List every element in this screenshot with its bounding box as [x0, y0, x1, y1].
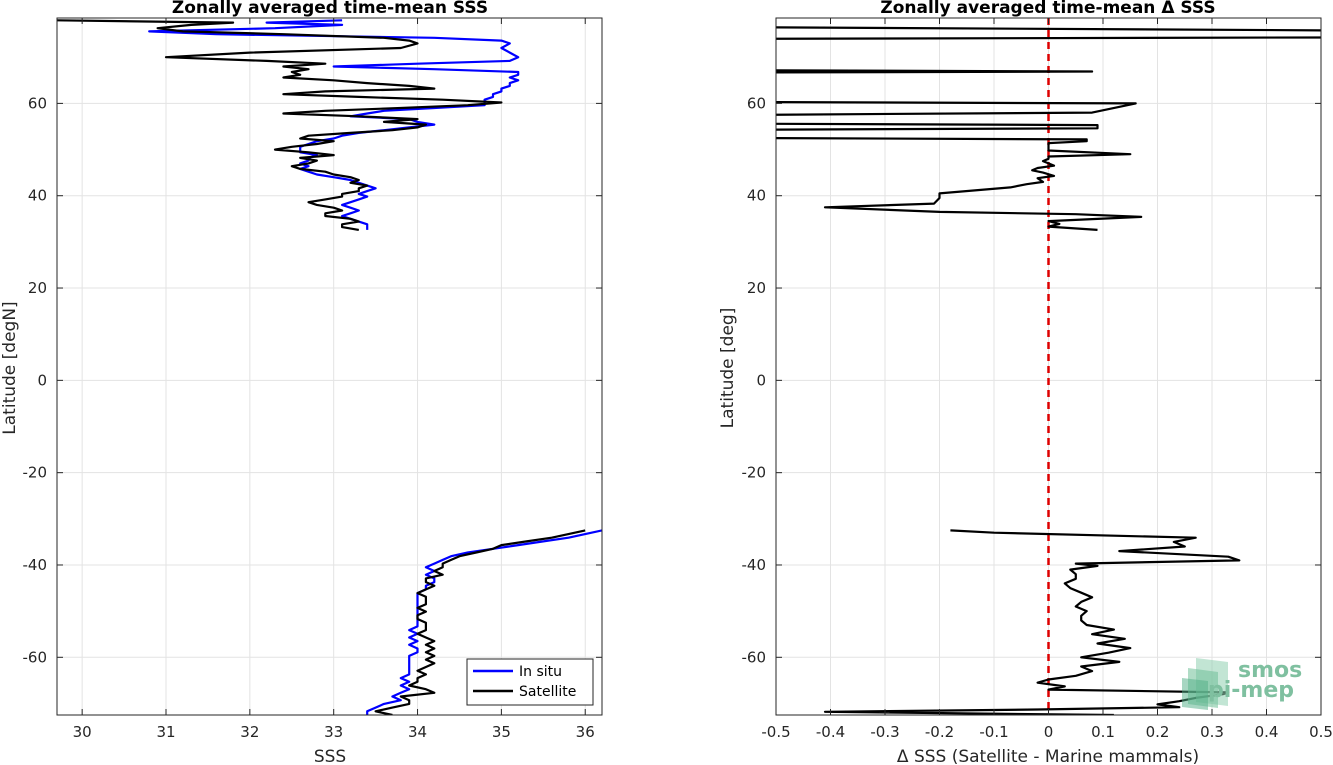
left-y-tick-label: -60: [23, 648, 48, 666]
legend-label-satellite: Satellite: [519, 684, 576, 700]
left-x-tick-label: 30: [73, 723, 92, 741]
right-x-tick-label: 0.4: [1255, 723, 1279, 741]
left-series: [57, 19, 602, 715]
left-x-axis-label: SSS: [314, 747, 346, 765]
left-series-satellite-segment-0: [57, 19, 503, 231]
left-x-tick-label: 35: [492, 723, 511, 741]
left-axes-background: [57, 18, 602, 715]
left-x-tick-label: 34: [408, 723, 427, 741]
left-grid: [57, 18, 602, 715]
legend-box: [466, 658, 594, 706]
left-x-tick-label: 36: [576, 723, 595, 741]
right-x-tick-label: -0.2: [925, 723, 954, 741]
logo-text-line2: pi-mep: [1208, 678, 1294, 703]
legend-label-in-situ: In situ: [519, 664, 562, 680]
left-x-tick-label: 32: [240, 723, 259, 741]
right-x-tick-label: 0.5: [1309, 723, 1333, 741]
right-x-tick-label: -0.4: [816, 723, 845, 741]
right-x-tick-label: -0.3: [870, 723, 899, 741]
right-y-tick-label: 40: [747, 187, 766, 205]
left-ticks: 30 31 32 33 34 35 36 -60 -40 -20 0 20 40 60: [23, 18, 602, 741]
left-axes-frame: [56, 17, 603, 716]
right-x-tick-label: -0.1: [979, 723, 1008, 741]
right-ticks: -0.5 -0.4 -0.3 -0.2 -0.1 0 0.1 0.2 0.3 0.4 0.5 -60 -…: [742, 18, 1333, 741]
left-x-tick-label: 33: [324, 723, 343, 741]
right-x-tick-label: -0.5: [761, 723, 790, 741]
right-x-tick-label: 0.3: [1200, 723, 1224, 741]
left-y-tick-label: -20: [23, 464, 48, 482]
logo-text-line1: smos: [1238, 658, 1302, 683]
left-y-tick-label: 60: [28, 94, 47, 112]
left-x-tick-label: 31: [156, 723, 175, 741]
left-y-tick-label: -40: [23, 556, 48, 574]
right-y-tick-label: 0: [756, 371, 766, 389]
right-y-tick-label: 20: [747, 279, 766, 297]
right-y-tick-label: -40: [742, 556, 767, 574]
logo-shape-front: [1182, 678, 1208, 710]
smos-pi-mep-logo: smos pi-mep: [1182, 658, 1302, 710]
left-y-axis-label: Latitude [degN]: [0, 301, 20, 434]
left-panel: 30 31 32 33 34 35 36 -60 -40 -20 0 20 40 60 Zonally a…: [0, 0, 603, 765]
legend: In situ Satellite: [466, 658, 594, 706]
right-series-series-segment-0: [776, 26, 1321, 231]
left-series-in-situ-segment-1: [366, 529, 602, 715]
left-chart-title: Zonally averaged time-mean SSS: [172, 0, 488, 18]
right-chart-title: Zonally averaged time-mean Δ SSS: [880, 0, 1215, 18]
right-x-tick-label: 0.2: [1146, 723, 1170, 741]
right-y-tick-label: -20: [742, 464, 767, 482]
left-y-tick-label: 40: [28, 187, 47, 205]
left-y-tick-label: 0: [37, 371, 47, 389]
right-y-tick-label: -60: [742, 648, 767, 666]
right-x-tick-label: 0.1: [1091, 723, 1115, 741]
right-y-tick-label: 60: [747, 94, 766, 112]
right-y-axis-label: Latitude [deg]: [718, 308, 738, 429]
right-x-tick-label: 0: [1044, 723, 1054, 741]
left-y-tick-label: 20: [28, 279, 47, 297]
right-panel: -0.5 -0.4 -0.3 -0.2 -0.1 0 0.1 0.2 0.3 0.4 0.5 -60 -…: [718, 0, 1333, 765]
left-series-satellite-segment-1: [374, 529, 586, 715]
right-x-axis-label: Δ SSS (Satellite - Marine mammals): [897, 747, 1199, 765]
